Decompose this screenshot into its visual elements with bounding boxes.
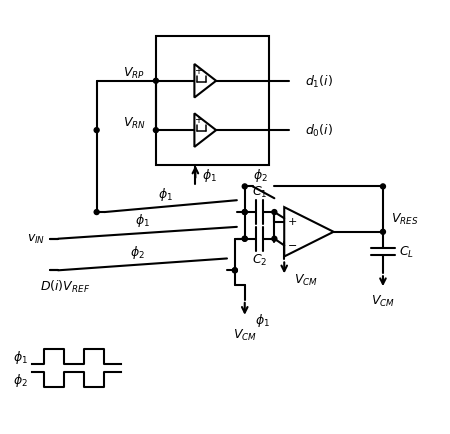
FancyBboxPatch shape [156,37,270,165]
Circle shape [242,210,247,215]
Text: $d_0(i)$: $d_0(i)$ [305,123,333,139]
Circle shape [272,210,277,215]
Text: $\phi_2$: $\phi_2$ [130,243,145,260]
Text: $C_L$: $C_L$ [399,244,414,260]
Text: $V_{CM}$: $V_{CM}$ [371,294,395,309]
Text: $C_1$: $C_1$ [252,184,267,199]
Circle shape [232,268,237,273]
Text: $C_2$: $C_2$ [252,252,267,267]
Text: +: + [194,66,202,76]
Text: $\phi_1$: $\phi_1$ [202,167,217,184]
Text: +: + [194,115,202,125]
Text: $V_{RP}$: $V_{RP}$ [123,66,145,81]
Text: $-$: $-$ [287,238,297,248]
Text: $\phi_2$: $\phi_2$ [13,371,27,388]
Circle shape [94,210,99,215]
Text: $V_{RN}$: $V_{RN}$ [123,115,146,131]
Circle shape [242,237,247,242]
Circle shape [272,237,277,242]
Text: $\phi_1$: $\phi_1$ [13,349,27,365]
Text: $V_{CM}$: $V_{CM}$ [233,327,257,342]
Circle shape [381,184,385,189]
Circle shape [242,237,247,242]
Text: $\phi_1$: $\phi_1$ [158,185,173,202]
Text: $\phi_1$: $\phi_1$ [135,212,150,229]
Circle shape [153,128,158,133]
Text: $\phi_1$: $\phi_1$ [255,312,270,329]
Text: $\phi_2$: $\phi_2$ [253,167,268,184]
Circle shape [242,210,247,215]
Text: $D(i)V_{REF}$: $D(i)V_{REF}$ [40,278,90,295]
Circle shape [242,184,247,189]
Circle shape [153,79,158,84]
Text: $v_{IN}$: $v_{IN}$ [27,233,45,246]
Circle shape [232,268,237,273]
Text: $V_{RES}$: $V_{RES}$ [391,211,419,226]
Circle shape [94,128,99,133]
Text: $V_{CM}$: $V_{CM}$ [294,272,318,287]
Text: $d_1(i)$: $d_1(i)$ [305,73,333,89]
Circle shape [381,230,385,235]
Text: +: + [288,217,297,227]
